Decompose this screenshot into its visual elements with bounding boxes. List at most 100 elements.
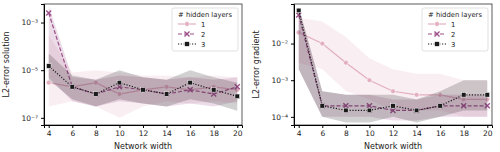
marker	[367, 108, 372, 113]
tick-mark	[237, 125, 238, 128]
tick-mark	[41, 70, 44, 71]
tick: 20	[233, 125, 243, 138]
tick: 10⁻²	[271, 39, 294, 48]
marker	[141, 88, 146, 93]
tick: 10	[115, 125, 125, 138]
tick-mark	[369, 125, 370, 128]
marker	[70, 84, 75, 89]
marker	[141, 87, 146, 92]
tick-label: 10⁻⁷	[21, 114, 38, 123]
marker	[414, 108, 419, 113]
marker	[117, 80, 122, 85]
legend-label: 1	[201, 21, 205, 29]
x-axis: 468101214161820	[45, 125, 243, 138]
tick: 10⁻³	[21, 18, 44, 27]
marker	[46, 11, 51, 16]
legend-marker	[185, 22, 190, 27]
y-axis: 10⁻⁴10⁻³10⁻²	[271, 5, 294, 126]
tick-label: 8	[344, 129, 349, 138]
tick-label: 10⁻³	[271, 76, 288, 85]
tick-mark	[393, 125, 394, 128]
tick: 14	[162, 125, 172, 138]
plot: 46810121416182010⁻⁴10⁻³10⁻²# hidden laye…	[271, 4, 492, 138]
tick-mark	[322, 125, 323, 128]
tick-label: 10⁻³	[21, 18, 38, 27]
tick-mark	[190, 125, 191, 128]
tick-mark	[41, 23, 44, 24]
marker	[414, 92, 419, 97]
tick: 12	[389, 125, 399, 138]
tick-label: 12	[389, 129, 399, 138]
tick: 20	[483, 125, 493, 138]
marker	[461, 92, 466, 97]
tick-mark	[49, 125, 50, 128]
tick: 6	[320, 125, 325, 138]
tick-label: 10⁻²	[271, 39, 288, 48]
marker	[296, 8, 301, 13]
legend: # hidden layers123	[422, 8, 488, 51]
tick: 4	[47, 125, 52, 138]
tick: 8	[94, 125, 99, 138]
marker	[70, 85, 75, 90]
tick: 6	[70, 125, 75, 138]
tick-mark	[143, 125, 144, 128]
tick-label: 6	[320, 129, 325, 138]
marker	[414, 108, 419, 113]
marker	[94, 92, 99, 97]
tick-label: 10	[115, 129, 125, 138]
marker	[164, 92, 169, 97]
tick: 10⁻⁷	[21, 114, 44, 123]
legend-label: 1	[451, 21, 455, 29]
tick: 10⁻⁵	[21, 66, 44, 75]
plot: 46810121416182010⁻⁷10⁻⁵10⁻³# hidden laye…	[21, 4, 242, 138]
marker	[141, 87, 146, 92]
legend-marker	[185, 32, 190, 37]
tick: 10⁻³	[271, 76, 294, 85]
tick-mark	[167, 125, 168, 128]
marker	[93, 92, 98, 97]
tick-label: 4	[47, 129, 52, 138]
tick: 8	[344, 125, 349, 138]
marker	[211, 88, 216, 93]
marker	[320, 104, 325, 109]
legend-marker	[185, 42, 190, 47]
legend-label: 3	[201, 41, 205, 49]
tick-mark	[72, 125, 73, 128]
tick-label: 14	[162, 129, 172, 138]
y-axis-line	[291, 5, 295, 126]
tick-mark	[291, 117, 294, 118]
tick: 18	[459, 125, 469, 138]
line	[49, 66, 238, 96]
band	[49, 54, 238, 111]
legend-marker	[435, 22, 440, 27]
marker	[235, 94, 240, 99]
y-axis-line	[41, 5, 45, 126]
legend-title: # hidden layers	[428, 11, 482, 19]
tick-mark	[41, 118, 44, 119]
data-layer	[46, 6, 240, 118]
tick-mark	[291, 80, 294, 81]
tick-mark	[487, 125, 488, 128]
tick-label: 4	[297, 129, 302, 138]
tick-label: 14	[412, 129, 422, 138]
tick-label: 20	[483, 129, 493, 138]
marker	[188, 80, 193, 85]
x-axis-line	[45, 126, 243, 129]
marker	[344, 108, 349, 113]
marker	[70, 84, 75, 89]
marker	[367, 78, 372, 83]
legend-box	[172, 8, 238, 51]
tick-label: 18	[459, 129, 469, 138]
data-layer	[296, 7, 490, 123]
legend-marker	[435, 42, 440, 47]
tick-mark	[299, 125, 300, 128]
marker	[320, 103, 325, 108]
tick-label: 18	[209, 129, 219, 138]
tick-mark	[464, 125, 465, 128]
marker	[391, 89, 396, 94]
tick: 4	[297, 125, 302, 138]
tick-label: 16	[186, 129, 196, 138]
marker	[343, 60, 348, 65]
x-axis: 468101214161820	[295, 125, 493, 138]
tick-mark	[417, 125, 418, 128]
